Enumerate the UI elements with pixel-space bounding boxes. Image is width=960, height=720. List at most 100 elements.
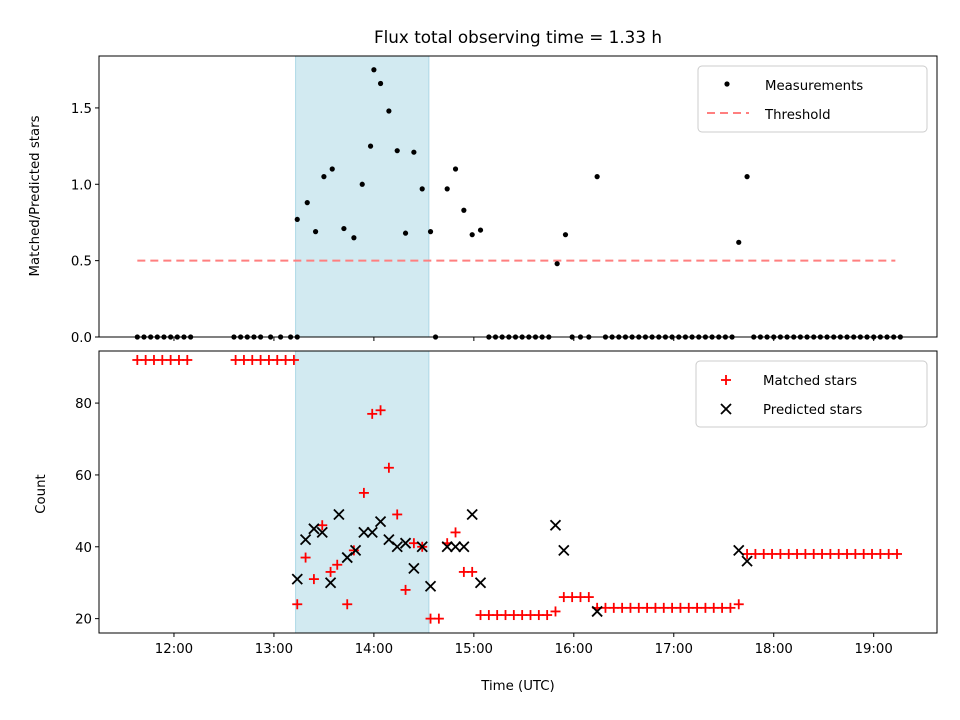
predicted-point [316,526,328,539]
matched-point [358,487,369,498]
matched-point [392,509,403,520]
matched-point [433,613,444,624]
legend-label: Threshold [764,108,831,123]
measurement-point [341,225,347,232]
matched-point [288,354,299,365]
top-panel: 0.0 0.5 1.0 1.5 Measurements Threshold [71,55,938,346]
matched-point [292,599,303,610]
matched-point [733,599,744,610]
predicted-point [349,544,362,557]
predicted-point [299,533,312,546]
matched-point [542,610,553,621]
x-tick-label: 15:00 [455,642,493,657]
observing-span [295,56,429,337]
predicted-point [308,523,320,535]
predicted-point [416,541,428,553]
predicted-point [449,541,462,553]
matched-point [182,354,193,365]
measurement-point [427,229,434,235]
predicted-point [466,508,478,521]
y-tick-label: 0.5 [71,255,92,270]
measurement-point [371,67,377,73]
legend: Matched stars Predicted stars [695,360,928,428]
measurement-point [452,166,459,172]
predicted-point [741,555,753,567]
legend-label: Predicted stars [763,403,862,418]
matched-point [383,462,394,473]
matched-point [342,599,353,610]
axes-frame [98,350,938,634]
predicted-point [399,537,412,549]
predicted-point [408,562,420,574]
x-tick-label: 12:00 [155,642,193,657]
matched-point [467,566,478,577]
measurement-point [304,200,310,206]
measurement-point [394,148,400,154]
matched-point [400,584,411,595]
x-axis-label: Time (UTC) [480,679,555,694]
x-tick-label: 13:00 [255,642,293,657]
matched-point [308,574,319,585]
measurement-point [386,108,392,114]
measurement-point [294,216,300,223]
measurement-point [367,143,374,149]
predicted-point [324,577,337,589]
measurement-point [312,229,319,235]
predicted-point [549,519,562,531]
matched-point [325,566,336,577]
y-tick-label: 80 [75,397,92,412]
y-tick-label: 60 [75,469,92,484]
matched-point [367,408,378,419]
matched-point [725,602,736,613]
measurement-point [402,230,409,236]
measurement-point [736,239,742,245]
top-y-axis-label: Matched/Predicted stars [28,115,43,276]
predicted-point [591,605,603,618]
matched-point [550,606,561,617]
y-tick-label: 40 [75,541,92,556]
matched-point [408,538,419,549]
measurement-point [321,174,327,180]
matched-point [317,520,328,531]
predicted-point [424,580,437,592]
measurement-point [469,232,475,238]
y-tick-label: 20 [75,613,92,628]
bottom-panel: 20 40 60 80 12:00 13:00 14:00 15:00 16:00 17:00 18… [75,350,938,657]
measurement-point [461,207,467,213]
predicted-point [291,573,303,585]
matched-point [300,552,311,563]
predicted-point [374,516,387,528]
measurement-point [329,166,335,172]
predicted-point [474,577,487,589]
predicted-point [458,541,470,553]
predicted-point [333,508,345,521]
matched-point [721,375,731,385]
predicted-point [733,544,745,557]
legend-measurement-marker [724,81,730,87]
measurement-point [744,174,750,180]
measurement-point [359,181,365,187]
bottom-y-axis-label: Count [34,474,49,514]
matched-point [892,548,903,559]
predicted-point [441,541,453,553]
predicted-point [720,403,732,415]
legend-box [697,65,928,133]
legend-label: Measurements [765,79,863,94]
axes-frame [98,55,938,338]
legend-box [695,360,928,428]
predicted-point [366,526,378,539]
x-tick-label: 19:00 [855,642,893,657]
y-tick-label: 1.5 [71,102,92,117]
measurement-point [554,261,560,267]
predicted-point [558,544,570,557]
x-tick-label: 17:00 [655,642,693,657]
measurement-point [477,227,484,233]
matched-point [348,545,359,556]
predicted-point [391,541,403,553]
matched-point [583,592,594,603]
legend-label: Matched stars [763,374,857,389]
measurement-point [377,80,384,87]
matched-point [375,405,386,416]
measurement-point [562,232,569,238]
